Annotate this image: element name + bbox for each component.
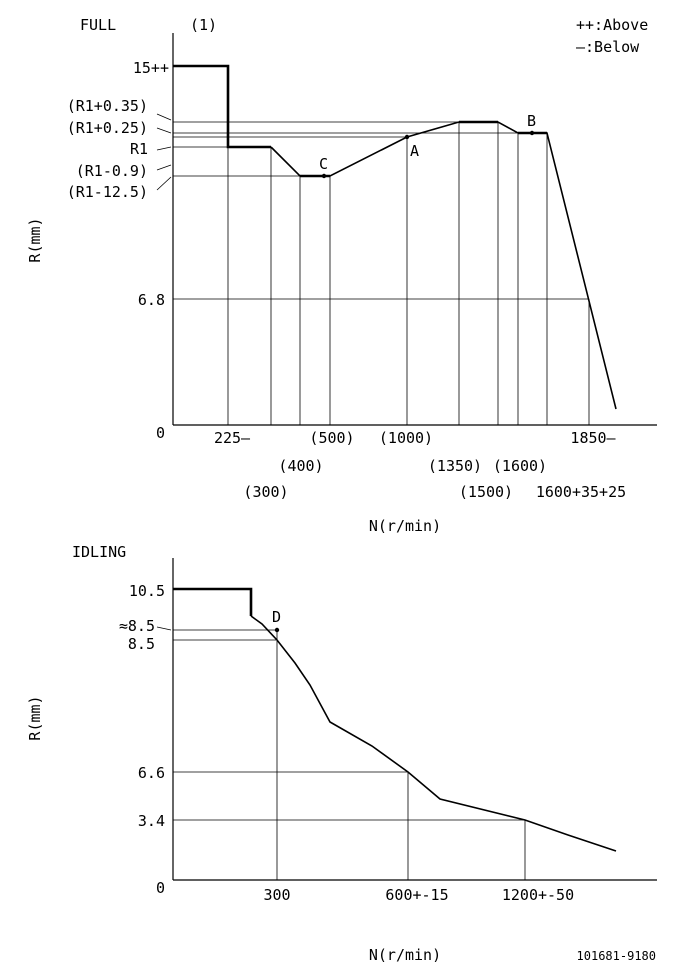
idling-title: IDLING [72, 543, 126, 561]
x-tick-300: (300) [243, 483, 288, 501]
y-tick-15: 15++ [133, 59, 169, 77]
idle-y-tick-6-6: 6.6 [138, 764, 165, 782]
y-tick-r1-09: (R1-0.9) [76, 162, 148, 180]
point-b-marker [529, 130, 535, 136]
y-tick-r1-125: (R1-12.5) [67, 183, 148, 201]
idling-curve [250, 615, 617, 852]
leader-r1-035 [156, 113, 172, 121]
idling-curve-initial [173, 587, 253, 616]
x-tick-1600: (1600) [493, 457, 547, 475]
full-y-label: R(mm) [26, 217, 44, 262]
idle-x-tick-1200: 1200+-50 [502, 886, 574, 904]
x-tick-1000: (1000) [379, 429, 433, 447]
point-a-marker [404, 134, 410, 140]
x-tick-500: (500) [309, 429, 354, 447]
idle-y-tick-approx-8-5: ≈8.5 [119, 617, 155, 635]
point-a-label: A [410, 142, 419, 160]
legend-below: —:Below [576, 38, 640, 56]
y-tick-0: 0 [156, 424, 165, 442]
idling-x-label: N(r/min) [369, 946, 441, 964]
y-tick-6-8: 6.8 [138, 291, 165, 309]
y-tick-r1-025: (R1+0.25) [67, 119, 148, 137]
point-c-label: C [319, 155, 328, 173]
idling-chart: IDLING D 10.5 ≈8.5 8.5 6.6 3.4 0 300 [26, 543, 657, 964]
leader-r1-025 [156, 127, 172, 134]
y-tick-r1-035: (R1+0.35) [67, 97, 148, 115]
x-tick-1600-35-25: 1600+35+25 [536, 483, 626, 501]
idling-y-label: R(mm) [26, 695, 44, 740]
x-tick-1500: (1500) [459, 483, 513, 501]
full-curve-initial [173, 64, 271, 149]
y-tick-r1: R1 [130, 140, 148, 158]
point-d-label: D [272, 608, 281, 626]
leader-approx-8-5 [156, 626, 172, 631]
idle-x-tick-600: 600+-15 [385, 886, 448, 904]
idle-y-tick-10-5: 10.5 [129, 582, 165, 600]
idle-y-tick-0: 0 [156, 879, 165, 897]
footer-code: 101681-9180 [577, 949, 656, 963]
x-tick-1850: 1850— [570, 429, 616, 447]
x-tick-1350: (1350) [428, 457, 482, 475]
full-x-label: N(r/min) [369, 517, 441, 535]
leader-r1 [156, 146, 172, 151]
point-c-marker [321, 173, 327, 179]
point-b-label: B [527, 112, 536, 130]
idle-y-tick-3-4: 3.4 [138, 812, 165, 830]
leader-r1-125 [156, 176, 172, 191]
x-tick-225: 225— [214, 429, 251, 447]
point-d-marker [274, 627, 280, 633]
leader-r1-09 [156, 164, 172, 171]
x-tick-400: (400) [278, 457, 323, 475]
full-title: FULL [80, 16, 116, 34]
idle-y-tick-8-5: 8.5 [128, 635, 155, 653]
full-chart: FULL (1) ++:Above —:Below [26, 16, 657, 535]
legend-above: ++:Above [576, 16, 648, 34]
idle-x-tick-300: 300 [263, 886, 290, 904]
full-subtitle: (1) [190, 16, 217, 34]
